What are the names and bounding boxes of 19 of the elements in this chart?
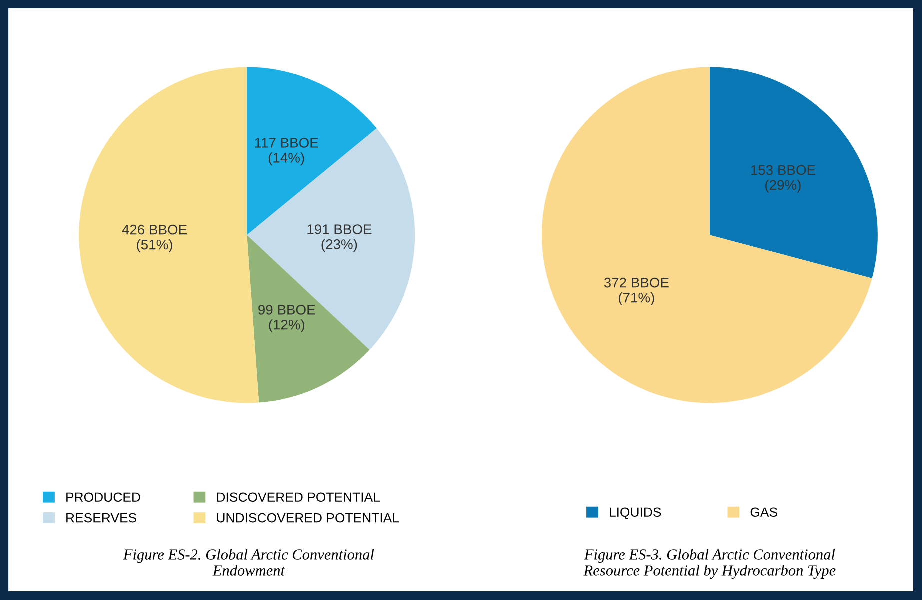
data-label: 99 BBOE (12%) — [258, 305, 316, 333]
pie-slice — [710, 67, 878, 278]
data-label: 426 BBOE (51%) — [122, 224, 187, 252]
legend-label: RESERVES — [66, 513, 137, 523]
data-label: 372 BBOE (71%) — [604, 278, 669, 306]
legend-label: GAS — [750, 508, 778, 518]
pie-slice — [247, 128, 416, 350]
pie-slice — [247, 67, 377, 236]
data-label: 191 BBOE (23%) — [308, 224, 372, 252]
legend-label: UNDISCOVERED POTENTIAL — [217, 513, 400, 523]
legend-label: PRODUCED — [66, 492, 140, 502]
data-label: 117 BBOE (14%) — [255, 138, 318, 166]
data-label: 153 BBOE (29%) — [751, 165, 816, 193]
pie-slice — [542, 67, 872, 404]
text: Figure ES-3. Global Arctic Conventional Resource Potential by Hydrocarbon Type — [584, 549, 836, 579]
legend-label: LIQUIDS — [610, 508, 662, 520]
text: Figure ES-2. Global Arctic Conventional Endowment — [123, 549, 374, 576]
pie-slice — [247, 235, 370, 403]
legend-label: DISCOVERED POTENTIAL — [217, 492, 380, 502]
